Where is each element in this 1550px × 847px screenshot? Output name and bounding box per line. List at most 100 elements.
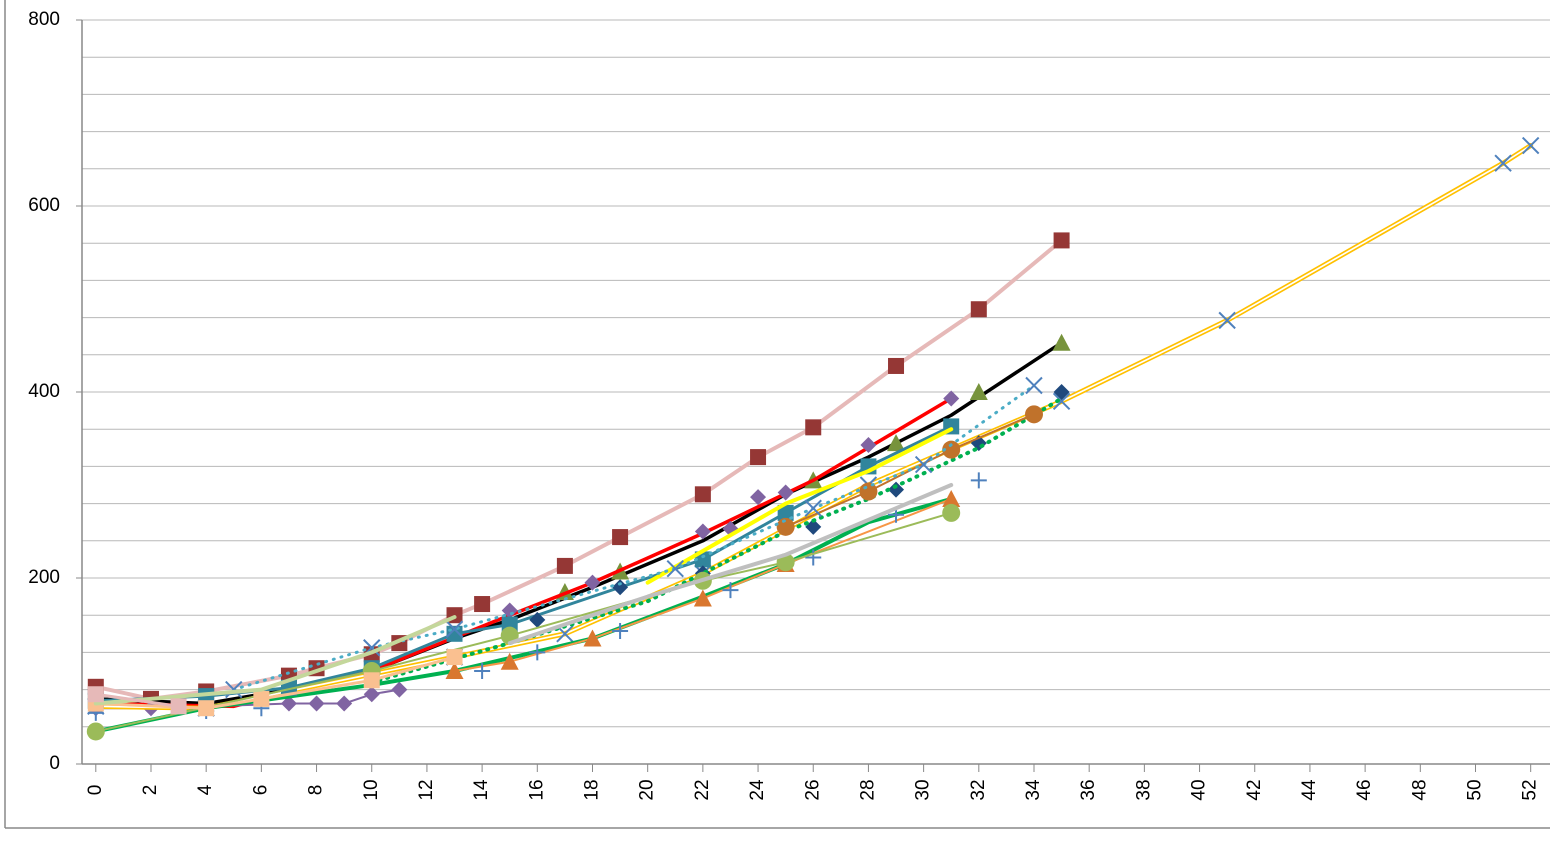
x-tick-label: 32 <box>968 779 989 800</box>
marker <box>1052 333 1071 351</box>
x-tick-label: 50 <box>1465 779 1486 800</box>
marker <box>584 574 601 591</box>
marker <box>805 549 822 566</box>
y-tick-label: 400 <box>28 381 60 402</box>
marker <box>914 455 933 474</box>
series-line <box>232 383 1036 692</box>
marker <box>805 419 822 436</box>
series-line <box>94 424 953 703</box>
marker <box>804 499 822 517</box>
marker <box>694 486 711 503</box>
series-line <box>94 692 181 708</box>
marker <box>1024 405 1043 424</box>
x-tick-label: 12 <box>416 779 437 800</box>
marker <box>1494 154 1512 172</box>
marker <box>970 472 987 489</box>
marker <box>170 698 187 715</box>
marker <box>1025 376 1043 395</box>
x-tick-label: 52 <box>1520 779 1541 800</box>
series-line <box>93 615 457 706</box>
marker <box>308 695 325 712</box>
marker <box>805 518 822 535</box>
marker <box>777 504 794 521</box>
marker <box>474 663 491 679</box>
marker <box>529 644 546 661</box>
marker <box>666 559 684 578</box>
x-tick-label: 36 <box>1078 779 1099 800</box>
marker <box>694 523 711 540</box>
marker <box>87 686 104 703</box>
marker <box>1052 392 1071 411</box>
x-tick-label: 16 <box>526 779 547 800</box>
marker <box>888 357 905 374</box>
x-tick-label: 48 <box>1409 779 1430 800</box>
marker <box>198 700 215 717</box>
marker <box>556 557 573 574</box>
marker <box>888 481 905 498</box>
marker <box>500 652 519 670</box>
marker <box>1053 384 1070 400</box>
x-tick-label: 24 <box>747 779 768 801</box>
y-tick-label: 0 <box>49 753 60 774</box>
marker <box>391 681 408 698</box>
marker <box>969 383 988 400</box>
x-tick-label: 6 <box>250 785 271 796</box>
marker <box>556 625 574 643</box>
plot-area <box>86 136 1540 741</box>
marker <box>942 489 961 507</box>
marker <box>445 620 464 638</box>
marker <box>1218 311 1236 330</box>
x-tick-label: 0 <box>85 785 106 796</box>
marker <box>336 695 353 712</box>
marker <box>777 484 794 501</box>
marker <box>943 390 960 407</box>
x-tick-label: 34 <box>1023 779 1044 801</box>
marker <box>446 649 463 666</box>
marker <box>1053 232 1070 249</box>
marker <box>612 529 629 546</box>
marker <box>887 434 906 452</box>
marker <box>722 582 739 599</box>
marker <box>776 517 795 536</box>
x-tick-label: 10 <box>361 779 382 800</box>
marker <box>612 579 629 596</box>
marker <box>860 437 877 454</box>
x-tick-label: 38 <box>1133 779 1154 800</box>
marker <box>474 596 491 613</box>
x-tick-label: 4 <box>195 784 216 795</box>
marker <box>942 503 961 522</box>
marker <box>583 629 602 647</box>
marker <box>750 489 767 506</box>
marker <box>280 695 297 712</box>
marker <box>253 690 270 707</box>
y-tick-label: 200 <box>28 567 60 588</box>
marker <box>1521 136 1540 155</box>
marker <box>363 686 380 703</box>
marker <box>445 662 464 679</box>
x-tick-label: 40 <box>1189 779 1210 800</box>
x-tick-label: 20 <box>637 779 658 800</box>
x-tick-label: 18 <box>582 779 603 800</box>
series-line <box>94 396 953 709</box>
x-tick-label: 2 <box>140 785 161 796</box>
series-line <box>645 427 954 585</box>
x-tick-label: 46 <box>1354 779 1375 800</box>
marker <box>693 589 712 607</box>
x-tick-label: 26 <box>802 779 823 800</box>
marker <box>363 672 380 689</box>
marker <box>225 680 243 699</box>
x-tick-label: 14 <box>471 779 492 801</box>
series-line <box>507 483 954 646</box>
marker <box>970 301 987 318</box>
y-tick-label: 800 <box>28 9 60 30</box>
marker <box>750 449 767 466</box>
x-tick-label: 42 <box>1244 779 1265 800</box>
x-tick-label: 30 <box>913 779 934 800</box>
x-tick-label: 28 <box>857 779 878 800</box>
marker <box>529 611 546 628</box>
series-line <box>94 511 953 733</box>
marker <box>942 440 961 459</box>
x-tick-label: 44 <box>1299 779 1320 801</box>
